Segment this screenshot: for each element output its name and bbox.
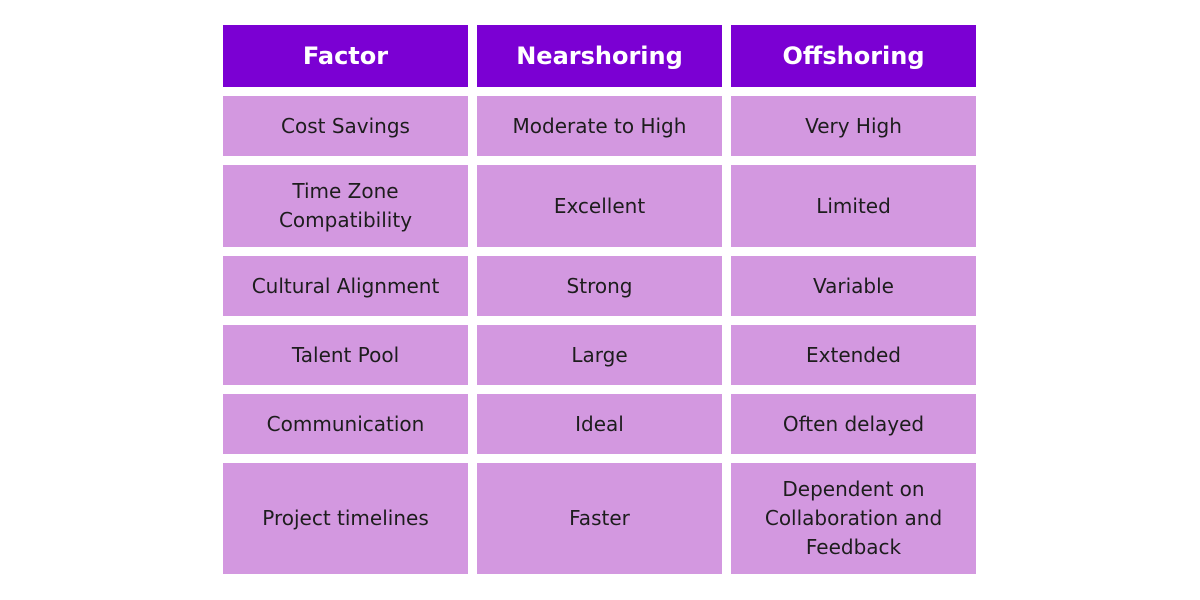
table-row: Time Zone Compatibility Excellent Limite…	[223, 165, 977, 247]
table-cell: Large	[477, 325, 722, 385]
table-cell: Faster	[477, 463, 722, 574]
table-cell: Very High	[731, 96, 976, 156]
table-cell: Excellent	[477, 165, 722, 247]
table-cell: Cost Savings	[223, 96, 468, 156]
table-header-row: Factor Nearshoring Offshoring	[223, 25, 977, 87]
table-cell: Cultural Alignment	[223, 256, 468, 316]
table-cell: Often delayed	[731, 394, 976, 454]
table-cell: Extended	[731, 325, 976, 385]
table-row: Communication Ideal Often delayed	[223, 394, 977, 454]
table-cell: Talent Pool	[223, 325, 468, 385]
table-cell: Project timelines	[223, 463, 468, 574]
table-row: Cultural Alignment Strong Variable	[223, 256, 977, 316]
table-cell: Moderate to High	[477, 96, 722, 156]
table-row: Cost Savings Moderate to High Very High	[223, 96, 977, 156]
header-cell-offshoring: Offshoring	[731, 25, 976, 87]
table-cell: Variable	[731, 256, 976, 316]
table-cell: Strong	[477, 256, 722, 316]
table-row: Project timelines Faster Dependent on Co…	[223, 463, 977, 574]
table-cell: Communication	[223, 394, 468, 454]
table-cell: Limited	[731, 165, 976, 247]
header-cell-nearshoring: Nearshoring	[477, 25, 722, 87]
table-row: Talent Pool Large Extended	[223, 325, 977, 385]
table-cell: Time Zone Compatibility	[223, 165, 468, 247]
comparison-table: Factor Nearshoring Offshoring Cost Savin…	[223, 25, 977, 583]
table-cell: Dependent on Collaboration and Feedback	[731, 463, 976, 574]
table-cell: Ideal	[477, 394, 722, 454]
header-cell-factor: Factor	[223, 25, 468, 87]
